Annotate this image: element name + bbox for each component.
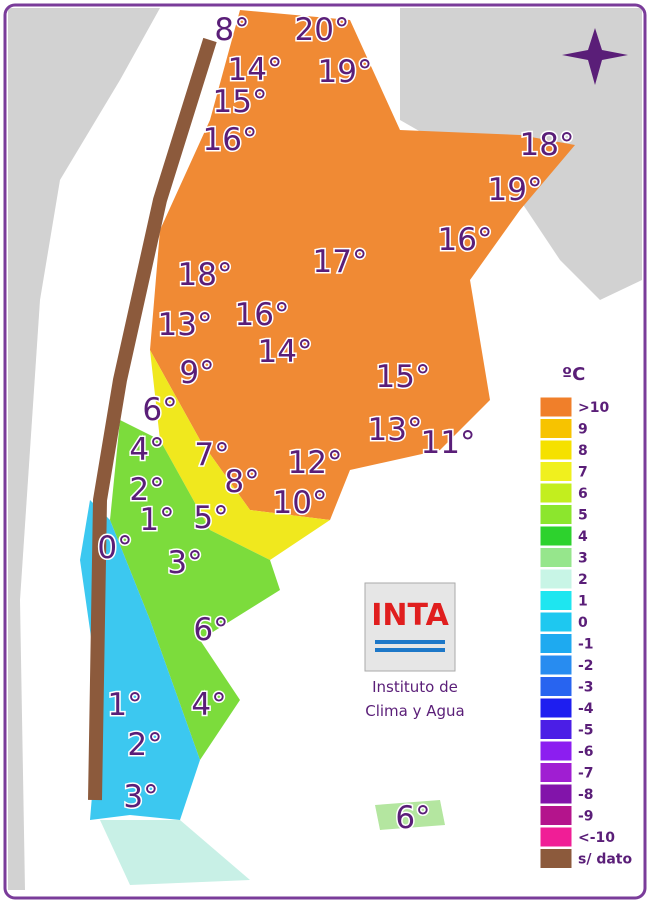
malvinas (375, 800, 445, 830)
legend-label: -5 (578, 723, 594, 739)
legend-swatch (539, 418, 573, 439)
temperature-label: 15° (213, 84, 268, 120)
temperature-label: 8° (214, 12, 249, 48)
region-cold (80, 500, 200, 820)
region-warm (150, 10, 575, 520)
temperature-label: 9° (179, 355, 214, 391)
temperature-label: 17° (313, 244, 368, 280)
legend-swatch (539, 740, 573, 762)
legend-label: <-10 (578, 830, 615, 846)
legend-label: 1 (578, 594, 588, 610)
legend-label: 0 (578, 615, 588, 631)
legend-swatch (539, 547, 573, 568)
legend-swatch (539, 633, 573, 654)
legend-swatch (539, 504, 573, 525)
legend-swatch (539, 762, 573, 783)
legend-swatch (539, 848, 573, 869)
temperature-label: 1° (139, 502, 174, 538)
legend-swatch (539, 396, 573, 418)
legend-swatch (539, 525, 573, 547)
temperature-label: 16° (438, 222, 493, 258)
temperature-label: 13° (158, 307, 213, 343)
logo-box (364, 582, 456, 672)
temperature-label: 19° (318, 54, 373, 90)
legend-swatch (539, 826, 573, 848)
temperature-label: 20° (295, 12, 350, 48)
chile (8, 8, 160, 890)
legend-swatch (539, 783, 573, 805)
legend-label: 5 (578, 508, 588, 524)
temperature-label: 3° (123, 779, 158, 815)
legend-swatch (539, 654, 573, 676)
legend-swatch (539, 719, 573, 740)
temperature-label: 8° (224, 464, 259, 500)
region-cool (110, 420, 280, 760)
no-data-strip (88, 37, 217, 801)
temperature-label: 14° (228, 52, 283, 88)
temperature-label: 19° (488, 172, 543, 208)
legend-swatch (539, 805, 573, 826)
logo: INTA Instituto de Clima y Agua (364, 582, 465, 720)
legend-swatch (539, 611, 573, 633)
region-mild (150, 350, 330, 560)
temperature-label: 7° (194, 437, 229, 473)
temperature-label: 6° (142, 392, 177, 428)
legend-label: -9 (578, 809, 594, 825)
temperature-label: 6° (395, 800, 430, 836)
temperature-label: 18° (520, 127, 575, 163)
compass (562, 28, 628, 85)
legend-label: 9 (578, 422, 588, 438)
legend-label: >10 (578, 400, 609, 416)
temperature-label: 18° (178, 257, 233, 293)
temperature-label: 12° (288, 445, 343, 481)
legend-label: -2 (578, 658, 594, 674)
legend-label: -3 (578, 680, 594, 696)
logo-name: INTA (371, 598, 449, 633)
temperature-label: 15° (376, 359, 431, 395)
legend-label: -6 (578, 744, 594, 760)
legend-label: -7 (578, 766, 594, 782)
legend-swatch (539, 482, 573, 504)
legend-swatch (539, 590, 573, 611)
legend-label: 6 (578, 486, 588, 502)
logo-line: Clima y Agua (365, 702, 465, 720)
legend-label: 3 (578, 551, 588, 567)
temperature-label: 1° (107, 687, 142, 723)
logo-stripe (375, 648, 445, 652)
legend-swatch (539, 568, 573, 590)
legend-label: 7 (578, 465, 588, 481)
temperature-label: 14° (258, 334, 313, 370)
legend-label: -1 (578, 637, 594, 653)
temperature-label: 6° (193, 612, 228, 648)
legend-title: ºC (562, 364, 585, 385)
legend-label: s/ dato (578, 852, 632, 868)
temperature-label: 10° (273, 485, 328, 521)
frame (3, 3, 647, 900)
temperature-label: 16° (203, 122, 258, 158)
temperature-label: 2° (129, 472, 164, 508)
legend-swatch (539, 461, 573, 482)
temperature-label: 11° (421, 425, 476, 461)
temperature-label: 2° (127, 727, 162, 763)
legend-label: -4 (578, 701, 594, 717)
temperature-label: 0° (97, 530, 132, 566)
logo-line: Instituto de (372, 678, 458, 696)
legend-label: 8 (578, 443, 588, 459)
legend-label: 2 (578, 572, 588, 588)
tierra-del-fuego (100, 820, 250, 885)
temperature-label: 3° (167, 545, 202, 581)
temperature-label: 4° (191, 687, 226, 723)
temperature-label: 4° (129, 432, 164, 468)
legend-swatch (539, 697, 573, 719)
temperature-label: 5° (193, 500, 228, 536)
temperature-label: 16° (235, 297, 290, 333)
legend-label: -8 (578, 787, 594, 803)
legend-label: 4 (578, 529, 588, 545)
temperature-label: 13° (368, 412, 423, 448)
legend-swatch (539, 676, 573, 697)
legend-swatch (539, 439, 573, 461)
logo-stripe (375, 640, 445, 644)
